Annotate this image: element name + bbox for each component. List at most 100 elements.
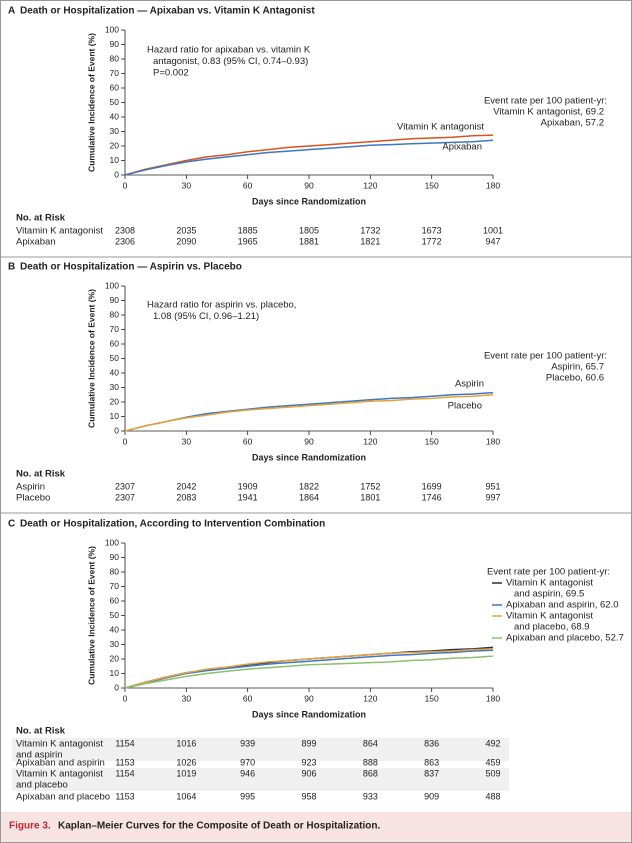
y-tick-label: 20 [110,140,120,150]
y-tick-label: 40 [110,624,120,634]
x-tick-label: 180 [486,180,500,190]
y-tick-label: 80 [110,309,120,319]
y-tick-label: 0 [114,169,119,179]
x-tick-label: 30 [182,693,192,703]
x-tick-label: 0 [123,436,128,446]
risk-row-name: and aspirin [16,750,62,761]
y-tick-label: 60 [110,595,120,605]
curve-label: Apixaban [442,142,482,153]
risk-count: 836 [424,738,439,748]
y-tick-label: 60 [110,82,120,92]
annotation: Hazard ratio for apixaban vs. vitamin K [147,45,311,56]
risk-count: 2042 [176,481,196,491]
risk-count: 509 [485,768,500,778]
curve [124,134,494,176]
risk-count: 1885 [238,225,258,235]
risk-count: 1001 [483,225,503,235]
event-rate-title: Event rate per 100 patient-yr: [484,96,607,107]
y-tick-label: 40 [110,111,120,121]
risk-header: No. at Risk [16,726,66,737]
risk-count: 1026 [176,757,196,767]
risk-count: 1821 [360,236,380,246]
risk-row-name: Apixaban and placebo [16,792,110,803]
risk-count: 909 [424,791,439,801]
risk-row-name: Vitamin K antagonist [16,769,103,780]
risk-count: 1752 [360,481,380,491]
risk-row-name: and placebo [16,780,68,791]
x-tick-label: 90 [304,180,314,190]
caption-text: Kaplan–Meier Curves for the Composite of… [58,821,380,832]
risk-header: No. at Risk [16,469,66,480]
event-rate-title: Event rate per 100 patient-yr: [487,567,610,578]
risk-count: 2083 [176,492,196,502]
y-axis-label: Cumulative Incidence of Event (%) [86,546,96,685]
row-shade [12,738,509,761]
risk-count: 951 [485,481,500,491]
x-tick-label: 150 [425,180,439,190]
y-tick-label: 90 [110,39,120,49]
panel-label: C [8,519,15,530]
risk-count: 939 [240,738,255,748]
risk-count: 1965 [238,236,258,246]
risk-count: 946 [240,768,255,778]
panel-label: A [8,6,15,17]
x-tick-label: 180 [486,693,500,703]
event-rate: Vitamin K antagonist [506,611,593,622]
x-tick-label: 120 [363,436,377,446]
risk-count: 2306 [115,236,135,246]
y-tick-label: 70 [110,324,120,334]
y-tick-label: 10 [110,668,120,678]
x-tick-label: 0 [123,693,128,703]
y-tick-label: 40 [110,367,120,377]
curve [124,394,494,432]
event-rate: Apixaban, 57.2 [541,118,604,129]
event-rate: Placebo, 60.6 [546,373,604,384]
event-rate: Apixaban and aspirin, 62.0 [506,600,619,611]
x-axis-label: Days since Randomization [252,709,366,719]
x-tick-label: 120 [363,693,377,703]
x-tick-label: 30 [182,180,192,190]
y-tick-label: 10 [110,155,120,165]
risk-count: 1746 [422,492,442,502]
risk-count: 1772 [422,236,442,246]
risk-count: 1864 [299,492,319,502]
event-rate: and placebo, 68.9 [514,622,590,633]
risk-count: 888 [363,757,378,767]
x-tick-label: 60 [243,180,253,190]
curve-label: Vitamin K antagonist [397,122,484,133]
y-tick-label: 100 [105,24,119,34]
risk-count: 1805 [299,225,319,235]
x-axis-label: Days since Randomization [252,452,366,462]
x-tick-label: 150 [425,436,439,446]
annotation: 1.08 (95% CI, 0.96–1.21) [153,311,259,322]
risk-count: 492 [485,738,500,748]
x-tick-label: 60 [243,436,253,446]
risk-count: 899 [301,738,316,748]
risk-count: 1822 [299,481,319,491]
risk-count: 2307 [115,492,135,502]
x-axis-label: Days since Randomization [252,196,366,206]
risk-count: 1732 [360,225,380,235]
event-rate: Vitamin K antagonist [506,578,593,589]
caption-label: Figure 3. [9,821,51,832]
event-rate: Aspirin, 65.7 [551,362,604,373]
y-axis-label: Cumulative Incidence of Event (%) [86,33,96,172]
annotation: antagonist, 0.83 (95% CI, 0.74–0.93) [153,56,308,67]
risk-count: 488 [485,791,500,801]
chart-title: Death or Hospitalization — Aspirin vs. P… [20,262,242,273]
curve-label: Aspirin [455,379,484,390]
risk-count: 958 [301,791,316,801]
y-tick-label: 30 [110,126,120,136]
event-rate: and aspirin, 69.5 [514,589,584,600]
annotation: P=0.002 [153,68,189,79]
risk-count: 2035 [176,225,196,235]
y-tick-label: 50 [110,610,120,620]
curve-label: Placebo [448,401,482,412]
y-tick-label: 0 [114,425,119,435]
caption-band [1,812,631,842]
risk-count: 1064 [176,791,196,801]
y-tick-label: 80 [110,566,120,576]
event-rate-title: Event rate per 100 patient-yr: [484,351,607,362]
risk-count: 1154 [115,768,134,778]
x-tick-label: 150 [425,693,439,703]
